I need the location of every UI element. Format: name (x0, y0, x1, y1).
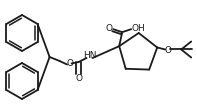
Text: O: O (165, 46, 172, 55)
Text: OH: OH (131, 24, 145, 33)
Text: O: O (106, 24, 113, 33)
Text: HN: HN (83, 52, 96, 60)
Text: O: O (66, 59, 73, 68)
Text: O: O (75, 74, 82, 83)
